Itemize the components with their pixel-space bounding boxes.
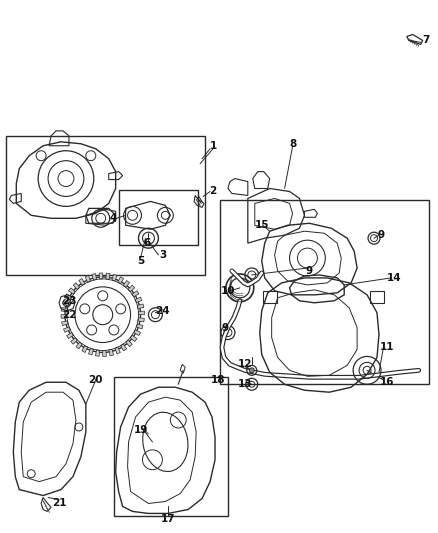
Polygon shape xyxy=(61,308,67,312)
Polygon shape xyxy=(92,273,96,280)
Polygon shape xyxy=(99,273,103,279)
Polygon shape xyxy=(134,330,141,336)
Polygon shape xyxy=(137,304,144,309)
Polygon shape xyxy=(112,274,117,281)
Text: 10: 10 xyxy=(221,286,235,296)
Text: 18: 18 xyxy=(211,375,225,385)
Polygon shape xyxy=(126,340,132,346)
Text: 9: 9 xyxy=(378,230,385,240)
Bar xyxy=(114,377,228,516)
Polygon shape xyxy=(132,291,139,297)
Polygon shape xyxy=(135,297,142,302)
Polygon shape xyxy=(85,276,91,282)
Polygon shape xyxy=(123,280,130,287)
Polygon shape xyxy=(61,314,67,318)
Text: 21: 21 xyxy=(52,498,66,508)
Bar xyxy=(7,136,205,275)
Polygon shape xyxy=(79,279,85,285)
Polygon shape xyxy=(63,301,69,305)
Polygon shape xyxy=(69,288,75,294)
Bar xyxy=(220,200,429,384)
Polygon shape xyxy=(88,348,93,355)
Text: 17: 17 xyxy=(161,514,176,524)
Text: 1: 1 xyxy=(209,141,217,151)
Polygon shape xyxy=(136,324,143,329)
Polygon shape xyxy=(118,277,124,284)
Text: 3: 3 xyxy=(160,250,167,260)
Text: 9: 9 xyxy=(306,266,313,276)
Polygon shape xyxy=(109,349,113,356)
Text: 11: 11 xyxy=(380,343,394,352)
Polygon shape xyxy=(76,342,82,349)
Polygon shape xyxy=(95,350,99,356)
Polygon shape xyxy=(138,311,145,314)
Polygon shape xyxy=(115,347,120,354)
Text: 7: 7 xyxy=(422,35,429,45)
Text: 19: 19 xyxy=(133,425,148,435)
Polygon shape xyxy=(67,333,74,338)
Polygon shape xyxy=(64,327,71,333)
Bar xyxy=(119,190,198,245)
Text: 5: 5 xyxy=(137,256,144,266)
Text: 2: 2 xyxy=(209,187,217,197)
Text: 15: 15 xyxy=(254,220,269,230)
Text: 8: 8 xyxy=(289,139,296,149)
Polygon shape xyxy=(71,338,78,344)
Text: 20: 20 xyxy=(88,375,103,385)
Text: 24: 24 xyxy=(155,306,170,316)
Polygon shape xyxy=(120,344,127,351)
Polygon shape xyxy=(138,318,144,322)
Text: 14: 14 xyxy=(387,273,401,283)
Polygon shape xyxy=(82,346,88,352)
Text: 22: 22 xyxy=(62,310,76,320)
Polygon shape xyxy=(128,285,135,292)
Polygon shape xyxy=(62,321,68,326)
Text: 12: 12 xyxy=(237,359,252,369)
Text: 9: 9 xyxy=(221,322,229,333)
Text: 23: 23 xyxy=(62,296,76,306)
Circle shape xyxy=(249,368,254,373)
Text: 6: 6 xyxy=(144,238,151,248)
Text: 4: 4 xyxy=(110,213,117,223)
Text: 16: 16 xyxy=(380,377,394,387)
Polygon shape xyxy=(73,282,80,289)
Text: 13: 13 xyxy=(237,379,252,389)
Polygon shape xyxy=(65,294,72,300)
Polygon shape xyxy=(106,273,110,279)
Polygon shape xyxy=(130,335,137,342)
Polygon shape xyxy=(103,350,106,357)
